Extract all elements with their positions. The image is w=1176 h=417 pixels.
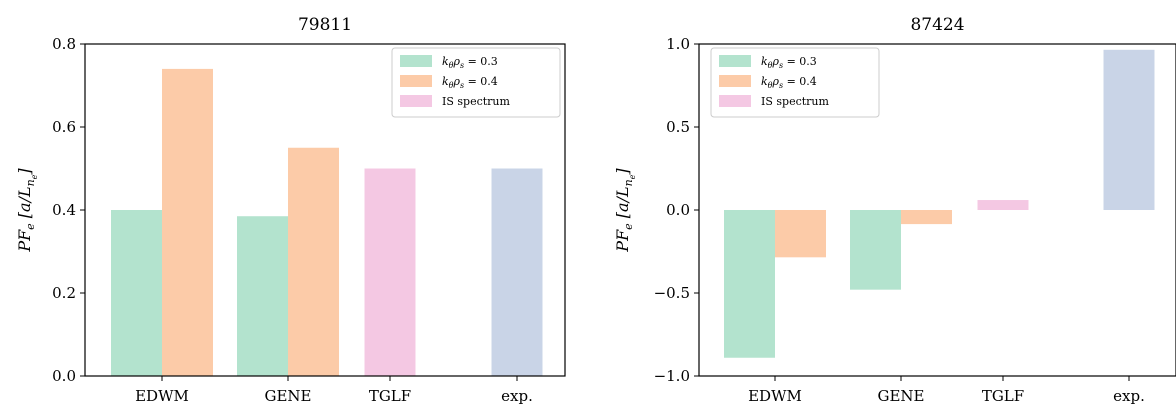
x-tick-label: exp. <box>501 387 533 405</box>
bar-exp-s3 <box>491 168 543 376</box>
legend-k: k <box>442 75 449 88</box>
ylabel-bracket-sub: n <box>622 179 635 186</box>
legend-label: kθρs = 0.3 <box>442 55 498 70</box>
y-tick-label: 0.8 <box>52 35 76 53</box>
ylabel-sub: e <box>622 223 635 230</box>
ylabel-bracket-subsub: e <box>30 174 39 179</box>
legend-value: = 0.3 <box>783 55 817 68</box>
legend-label: kθρs = 0.4 <box>761 75 817 90</box>
bar-GENE-s1 <box>901 210 952 225</box>
legend-rho: ρ <box>772 75 780 88</box>
legend-s: s <box>460 61 464 70</box>
bar-EDWM-s0 <box>724 210 775 358</box>
y-tick-label: 0.2 <box>52 284 76 302</box>
bar-GENE-s0 <box>850 210 901 290</box>
y-tick-label: −0.5 <box>654 284 690 302</box>
chart-panel-79811: 79811 0.0 0.2 0.4 0.6 0.8 EDWM GENE TGLF exp. PFe … <box>15 15 566 405</box>
legend-rho: ρ <box>772 55 780 68</box>
legend-box <box>710 47 880 118</box>
legend-label: IS spectrum <box>442 95 510 108</box>
chart-title: 79811 <box>298 15 352 35</box>
bar-EDWM-s1 <box>162 68 213 377</box>
chart-title: 87424 <box>910 15 964 35</box>
y-tick-label: −1.0 <box>654 367 690 385</box>
y-axis-label: PFe [a/Lne] <box>613 168 637 253</box>
x-tick-label: GENE <box>877 387 924 405</box>
legend-theta: θ <box>449 81 454 90</box>
legend-swatch <box>400 55 432 67</box>
legend-value: = 0.4 <box>783 75 817 88</box>
bar-EDWM-s1 <box>775 210 826 258</box>
legend-swatch <box>400 75 432 87</box>
ylabel-bracket-subsub: e <box>628 174 637 179</box>
y-tick-label: 1.0 <box>666 35 690 53</box>
x-tick-label: EDWM <box>135 387 189 405</box>
ylabel-main: PF <box>15 229 34 253</box>
x-tick-label: GENE <box>264 387 311 405</box>
y-tick-label: 0.5 <box>666 118 690 136</box>
ylabel-bracket-open: [a/L <box>613 186 632 223</box>
legend-theta: θ <box>768 61 773 70</box>
legend-k: k <box>442 55 449 68</box>
legend-swatch <box>719 95 751 107</box>
bar-GENE-s0 <box>237 216 288 376</box>
legend-box <box>391 47 561 118</box>
legend-value: = 0.4 <box>464 75 498 88</box>
x-tick-label: TGLF <box>369 387 411 405</box>
x-tick-label: EDWM <box>748 387 802 405</box>
ylabel-bracket-close: ] <box>15 168 34 176</box>
legend-value: = 0.3 <box>464 55 498 68</box>
ylabel-bracket-open: [a/L <box>15 186 34 223</box>
legend-swatch <box>719 55 751 67</box>
ylabel-sub: e <box>24 223 37 230</box>
legend-k: k <box>761 55 768 68</box>
x-tick-label: TGLF <box>982 387 1024 405</box>
y-tick-label: 0.6 <box>52 118 76 136</box>
legend-label: IS spectrum <box>761 95 829 108</box>
legend-theta: θ <box>768 81 773 90</box>
y-axis-label: PFe [a/Lne] <box>15 168 39 253</box>
legend-s: s <box>779 61 783 70</box>
ylabel-main: PF <box>613 229 632 253</box>
legend-swatch <box>400 95 432 107</box>
legend-theta: θ <box>449 61 454 70</box>
y-tick-label: 0.4 <box>52 201 76 219</box>
y-tick-label: 0.0 <box>52 367 76 385</box>
y-tick-label: 0.0 <box>666 201 690 219</box>
chart-panel-87424: 87424 −1.0 −0.5 0.0 0.5 1.0 EDWM GENE TGLF exp. PF… <box>613 15 1176 405</box>
legend-k: k <box>761 75 768 88</box>
legend-label: kθρs = 0.3 <box>761 55 817 70</box>
bar-exp-s3 <box>1103 49 1155 211</box>
bar-GENE-s1 <box>288 147 339 376</box>
bar-TGLF-s2 <box>977 200 1029 210</box>
legend-rho: ρ <box>453 55 461 68</box>
legend-label: kθρs = 0.4 <box>442 75 498 90</box>
ylabel-bracket-sub: n <box>24 179 37 186</box>
bar-TGLF-s2 <box>364 168 416 376</box>
legend-rho: ρ <box>453 75 461 88</box>
bar-EDWM-s0 <box>111 210 162 376</box>
legend-s: s <box>460 81 464 90</box>
legend-s: s <box>779 81 783 90</box>
legend-swatch <box>719 75 751 87</box>
x-tick-label: exp. <box>1113 387 1145 405</box>
ylabel-bracket-close: ] <box>613 168 632 176</box>
